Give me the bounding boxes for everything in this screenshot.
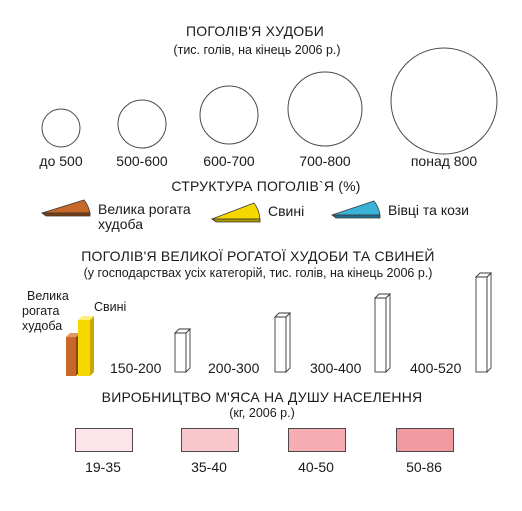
size-label-600-700: 600-700	[203, 153, 255, 169]
livestock-title: ПОГОЛІВ'Я ХУДОБИ	[186, 23, 324, 39]
sample-label-cattle-line2: рогата	[22, 304, 60, 318]
meat-swatch-35-40	[181, 428, 239, 452]
meat-swatch-19-35	[75, 428, 133, 452]
sample-label-cattle-line1: Велика	[27, 289, 69, 303]
size-circle-over-800	[390, 47, 498, 155]
sample-pigs-bar-top	[78, 316, 94, 320]
structure-label-cattle-line2: худоба	[98, 216, 143, 232]
range-bar-200-300	[273, 311, 292, 374]
structure-title: СТРУКТУРА ПОГОЛІВ`Я (%)	[171, 178, 361, 194]
sample-cattle-bar-top	[66, 333, 80, 337]
meat-label-50-86: 50-86	[406, 459, 442, 475]
sample-label-cattle-line3: худоба	[22, 319, 63, 333]
size-label-700-800: 700-800	[299, 153, 351, 169]
meat-label-19-35: 19-35	[85, 459, 121, 475]
size-circle-600-700	[199, 85, 259, 145]
sample-label-pigs: Свині	[94, 300, 127, 314]
sample-pigs-bar-front	[78, 320, 90, 376]
meat-title: ВИРОБНИЦТВО М'ЯСА НА ДУШУ НАСЕЛЕННЯ	[101, 389, 423, 405]
livestock-subtitle: (тис. голів, на кінець 2006 р.)	[173, 43, 341, 57]
size-circle-500-600	[117, 99, 167, 149]
range-label-150-200: 150-200	[110, 360, 162, 376]
range-bar-150-200	[173, 327, 192, 374]
meat-subtitle: (кг, 2006 р.)	[229, 406, 295, 420]
meat-label-35-40: 35-40	[191, 459, 227, 475]
size-label-up-to-500: до 500	[39, 153, 83, 169]
sample-cattle-bar-front	[66, 337, 76, 376]
cattle-pigs-subtitle: (у господарствах усіх категорій, тис. го…	[83, 266, 433, 280]
pigs-wedge-icon	[211, 202, 261, 220]
sample-pigs-bar-side	[90, 316, 94, 376]
range-label-400-520: 400-520	[410, 360, 462, 376]
size-label-500-600: 500-600	[116, 153, 168, 169]
range-bar-300-400	[373, 292, 392, 374]
cattle-pigs-title: ПОГОЛІВ'Я ВЕЛИКОЇ РОГАТОЇ ХУДОБИ ТА СВИН…	[81, 248, 435, 264]
pigs-wedge-shadow	[210, 218, 261, 223]
range-bar-400-520	[474, 271, 493, 374]
sheep-wedge-icon	[331, 200, 381, 216]
cattle-wedge-shadow	[40, 212, 91, 217]
meat-swatch-40-50	[288, 428, 346, 452]
size-circle-up-to-500	[41, 108, 81, 148]
structure-label-pigs: Свині	[268, 203, 305, 219]
cattle-wedge-icon	[41, 199, 91, 214]
structure-label-cattle-line1: Велика рогата	[98, 201, 191, 217]
size-circle-700-800	[287, 71, 363, 147]
sheep-wedge-shadow	[330, 214, 381, 219]
meat-label-40-50: 40-50	[298, 459, 334, 475]
size-label-over-800: понад 800	[410, 153, 478, 169]
range-label-300-400: 300-400	[310, 360, 362, 376]
meat-swatch-50-86	[396, 428, 454, 452]
structure-label-sheep-goats: Вівці та кози	[388, 202, 469, 218]
range-label-200-300: 200-300	[208, 360, 260, 376]
